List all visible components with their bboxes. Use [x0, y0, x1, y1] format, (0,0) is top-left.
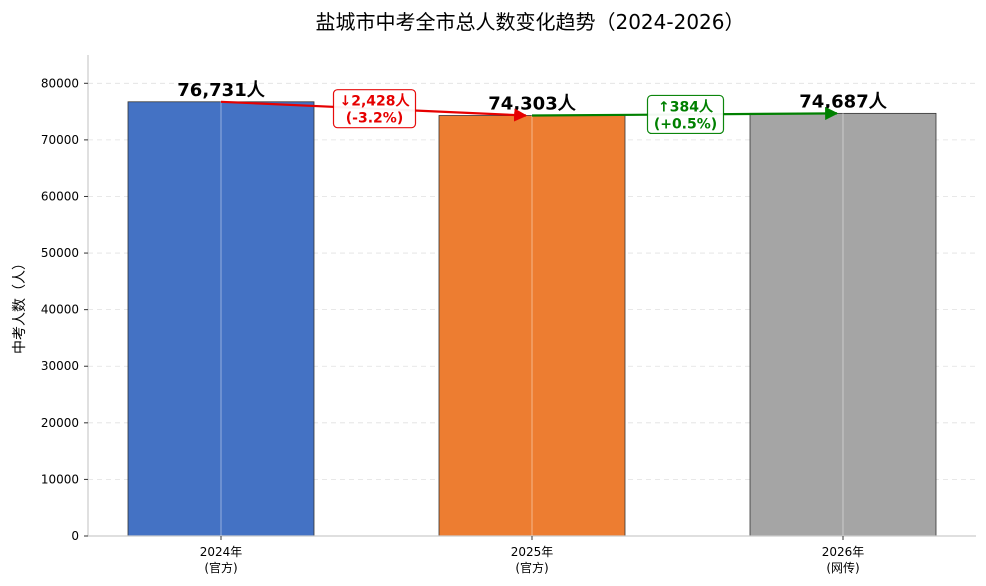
change-label-line2-0: (-3.2%): [346, 111, 403, 127]
y-axis-label: 中考人数（人）: [12, 256, 28, 354]
y-tick-labels: 0 10000 20000 30000 40000 50000 60000 70000 8000…: [41, 76, 88, 543]
x-tick-label-0: 2024年: [200, 545, 243, 559]
y-tick-label-5: 50000: [41, 246, 79, 260]
y-tick-label-2: 20000: [41, 416, 79, 430]
x-tick-note-1: (官方): [515, 560, 548, 575]
y-tick-label-6: 60000: [41, 189, 79, 203]
x-tick-labels: 2024年(官方)2025年(官方)2026年(网传): [200, 536, 865, 575]
y-tick-label-0: 0: [71, 529, 79, 543]
y-tick-label-4: 40000: [41, 303, 79, 317]
value-label-0: 76,731人: [177, 80, 265, 101]
vertical-grid-lines: [220, 55, 844, 536]
y-tick-label-1: 10000: [41, 472, 79, 486]
value-label-2: 74,687人: [799, 91, 887, 112]
change-annotations: ↓2,428人(-3.2%) ↑384人(+0.5%): [220, 89, 839, 135]
x-tick-label-1: 2025年: [511, 545, 554, 559]
change-label-line1-0: ↓2,428人: [339, 93, 410, 110]
y-tick-label-3: 30000: [41, 359, 79, 373]
change-label-line1-1: ↑384人: [658, 98, 714, 115]
chart-title: 盐城市中考全市总人数变化趋势（2024-2026）: [315, 10, 744, 34]
change-label-line2-1: (+0.5%): [654, 116, 717, 132]
change-box-0: [332, 89, 417, 129]
x-tick-label-2: 2026年: [822, 545, 865, 559]
value-label-1: 74,303人: [488, 94, 576, 115]
y-tick-label-7: 70000: [41, 133, 79, 147]
x-tick-note-0: (官方): [204, 560, 237, 575]
x-tick-note-2: (网传): [826, 560, 859, 575]
change-box-1: [646, 94, 725, 135]
value-labels: 76,731人 74,303人 74,687人: [177, 80, 887, 115]
y-tick-label-8: 80000: [41, 76, 79, 90]
